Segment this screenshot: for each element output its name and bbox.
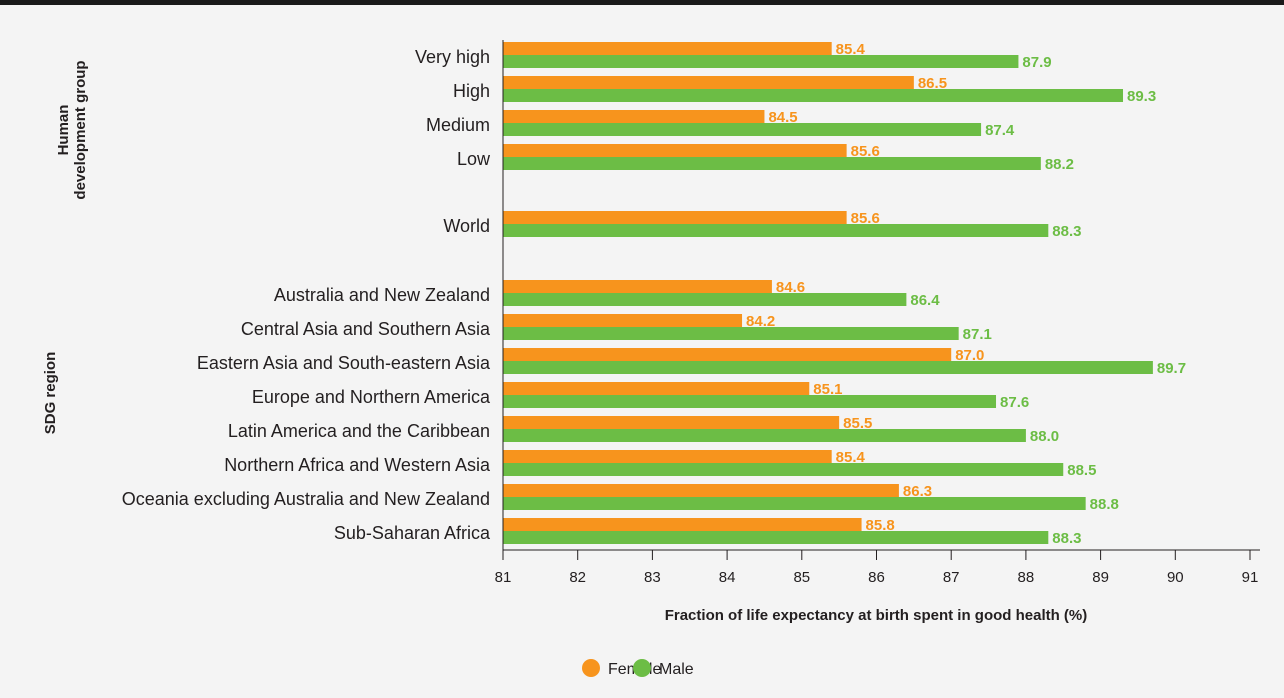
legend-female-swatch xyxy=(582,659,600,677)
category-label: Sub-Saharan Africa xyxy=(334,523,491,543)
female-value-label: 85.6 xyxy=(851,143,880,160)
axes: 81 82 83 84 85 86 87 88 89 90 91 xyxy=(495,40,1260,586)
x-tick-label: 83 xyxy=(644,569,661,586)
female-value-label: 85.4 xyxy=(836,41,866,58)
category-label: Central Asia and Southern Asia xyxy=(241,319,491,339)
male-value-label: 87.4 xyxy=(985,122,1015,139)
male-bar xyxy=(503,429,1026,442)
male-bar xyxy=(503,293,907,306)
male-bar xyxy=(503,157,1041,170)
male-value-label: 89.7 xyxy=(1157,360,1186,377)
female-bar xyxy=(503,416,840,429)
male-value-label: 88.3 xyxy=(1052,223,1081,240)
male-value-label: 88.5 xyxy=(1067,462,1096,479)
female-bar xyxy=(503,518,862,531)
category-labels: Very high High Medium Low World Australia and… xyxy=(122,47,491,543)
legend: FemaleMale xyxy=(582,659,694,678)
female-value-label: 86.5 xyxy=(918,75,947,92)
female-value-label: 86.3 xyxy=(903,483,932,500)
male-value-label: 88.8 xyxy=(1090,496,1119,513)
female-value-label: 85.5 xyxy=(843,415,872,432)
category-label: Latin America and the Caribbean xyxy=(228,421,490,441)
category-label: Europe and Northern America xyxy=(252,387,491,407)
group-label-human-development: Humandevelopment group xyxy=(55,60,89,199)
male-bar xyxy=(503,224,1049,237)
female-bar xyxy=(503,314,743,327)
category-label: Medium xyxy=(426,115,490,135)
male-value-label: 87.9 xyxy=(1022,54,1051,71)
male-bar xyxy=(503,395,997,408)
male-value-label: 87.1 xyxy=(963,326,992,343)
male-value-label: 88.0 xyxy=(1030,428,1059,445)
x-tick-label: 91 xyxy=(1242,569,1259,586)
male-value-label: 89.3 xyxy=(1127,88,1156,105)
female-bar xyxy=(503,450,832,463)
top-rule xyxy=(0,0,1284,5)
female-bar xyxy=(503,211,847,224)
x-tick-label: 82 xyxy=(569,569,586,586)
male-bar xyxy=(503,55,1019,68)
category-label: Eastern Asia and South-eastern Asia xyxy=(197,353,491,373)
x-tick-label: 86 xyxy=(868,569,885,586)
male-value-label: 87.6 xyxy=(1000,394,1029,411)
category-label: Very high xyxy=(415,47,490,67)
x-tick-label: 81 xyxy=(495,569,512,586)
category-label: High xyxy=(453,81,490,101)
legend-male-swatch xyxy=(633,659,651,677)
male-value-label: 88.3 xyxy=(1052,530,1081,547)
male-bar xyxy=(503,327,959,340)
category-label: Australia and New Zealand xyxy=(274,285,490,305)
group-labels: Humandevelopment group SDG region xyxy=(42,60,89,434)
male-bar xyxy=(503,89,1124,102)
category-label: Oceania excluding Australia and New Zeal… xyxy=(122,489,490,509)
x-axis-title: Fraction of life expectancy at birth spe… xyxy=(665,607,1088,624)
category-label: World xyxy=(443,216,490,236)
female-bar xyxy=(503,76,914,89)
male-value-label: 86.4 xyxy=(910,292,940,309)
male-bar xyxy=(503,463,1064,476)
male-bar xyxy=(503,361,1153,374)
female-value-label: 85.8 xyxy=(866,517,895,534)
category-label: Northern Africa and Western Asia xyxy=(224,455,491,475)
female-value-label: 84.6 xyxy=(776,279,805,296)
male-bar xyxy=(503,531,1049,544)
x-tick-label: 84 xyxy=(719,569,736,586)
male-bar xyxy=(503,123,982,136)
female-bar xyxy=(503,280,772,293)
group-label-sdg-region: SDG region xyxy=(42,352,59,435)
female-value-label: 85.1 xyxy=(813,381,842,398)
female-bar xyxy=(503,110,765,123)
x-tick-label: 87 xyxy=(943,569,960,586)
male-value-label: 88.2 xyxy=(1045,156,1074,173)
female-bar xyxy=(503,42,832,55)
x-tick-label: 85 xyxy=(793,569,810,586)
x-tick-label: 90 xyxy=(1167,569,1184,586)
x-tick-label: 89 xyxy=(1092,569,1109,586)
female-value-label: 84.2 xyxy=(746,313,775,330)
male-bar xyxy=(503,497,1086,510)
value-labels: 85.4 87.9 86.5 89.3 84.5 87.4 85.6 88.2 85.6 88.3… xyxy=(746,41,1186,547)
legend-male-label: Male xyxy=(659,661,694,678)
female-bar xyxy=(503,348,952,361)
female-value-label: 85.6 xyxy=(851,210,880,227)
female-bar xyxy=(503,484,899,497)
female-bar xyxy=(503,382,810,395)
female-value-label: 87.0 xyxy=(955,347,984,364)
female-bar xyxy=(503,144,847,157)
female-value-label: 84.5 xyxy=(768,109,797,126)
category-label: Low xyxy=(457,149,491,169)
female-value-label: 85.4 xyxy=(836,449,866,466)
x-tick-label: 88 xyxy=(1018,569,1035,586)
bars xyxy=(503,42,1153,544)
